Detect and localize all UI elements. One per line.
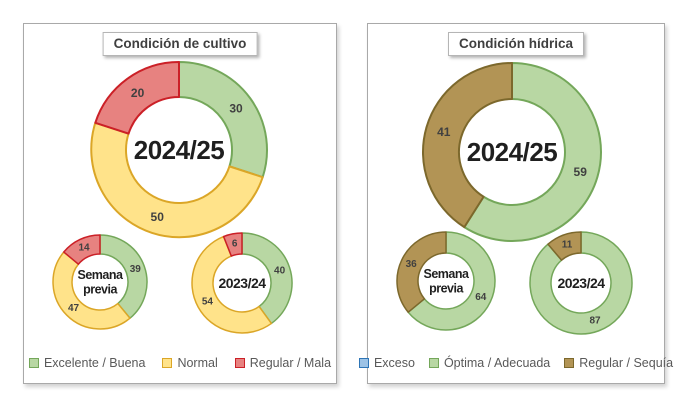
slice-value-label: 14 [78, 243, 90, 254]
donut-slice [422, 62, 513, 229]
legend-item-regular-sequia: Regular / Sequía [564, 356, 673, 370]
water-legend: Exceso Óptima / Adecuada Regular / Sequí… [358, 356, 673, 370]
slice-value-label: 41 [437, 125, 451, 139]
legend-item-excelente-buena: Excelente / Buena [28, 356, 146, 370]
legend-label-excelente-buena: Excelente / Buena [43, 356, 146, 370]
slice-value-label: 59 [574, 165, 588, 179]
legend-label-exceso: Exceso [373, 356, 415, 370]
donut-center-label: 2024/25 [134, 135, 225, 165]
legend-label-optima-adecuada: Óptima / Adecuada [443, 356, 551, 370]
donut-slice [241, 232, 293, 325]
legend-label-normal: Normal [177, 356, 218, 370]
slice-value-label: 87 [589, 316, 601, 327]
panel-water-condition: Condición hídrica 59 41 2024/25 64 36 Semana… [358, 23, 673, 384]
donut-center-label: Semana previa [78, 268, 124, 297]
legend-item-exceso: Exceso [358, 356, 415, 370]
panel-crop-condition: Condición de cultivo 30 50 20 2024/25 39 47 1… [23, 23, 337, 384]
crop-legend: Excelente / Buena Normal Regular / Mala [24, 356, 336, 370]
donut-slice [547, 231, 582, 261]
slice-value-label: 40 [274, 265, 286, 276]
legend-swatch-optima-adecuada [428, 358, 439, 368]
slice-value-label: 30 [229, 102, 243, 116]
donut-center-label: 2023/24 [557, 275, 605, 291]
slice-value-label: 54 [202, 297, 214, 308]
slice-value-label: 50 [151, 210, 165, 224]
legend-swatch-excelente-buena [28, 358, 39, 368]
legend-label-regular-mala: Regular / Mala [249, 356, 332, 370]
legend-swatch-regular-mala [234, 358, 245, 368]
slice-value-label: 36 [406, 259, 418, 270]
donut-center-label: Semana previa [424, 267, 470, 296]
crop-donut-2023-24: 40 54 6 2023/24 [191, 232, 293, 334]
legend-label-regular-sequia: Regular / Sequía [579, 356, 674, 370]
donut-slice [52, 251, 131, 330]
slice-value-label: 20 [131, 86, 145, 100]
slice-value-label: 39 [130, 264, 142, 275]
legend-swatch-regular-sequia [564, 358, 575, 368]
water-chart-title-text: Condición hídrica [458, 36, 574, 51]
legend-item-normal: Normal [162, 356, 218, 370]
donut-slice [94, 61, 180, 135]
donut-slice [222, 232, 243, 257]
crop-chart-title-text: Condición de cultivo [113, 36, 247, 51]
donut-slice [178, 61, 268, 179]
slice-value-label: 64 [475, 292, 487, 303]
crop-donut-2024-25: 30 50 20 2024/25 [90, 61, 268, 239]
donut-slice [99, 234, 148, 319]
crop-donut-semana-previa: 39 47 14 Semana previa [52, 234, 148, 330]
donut-center-label: 2024/25 [467, 137, 558, 167]
donut-center-label: 2023/24 [218, 275, 266, 291]
donut-slice [529, 231, 633, 335]
donut-slice [63, 234, 101, 265]
legend-item-regular-mala: Regular / Mala [234, 356, 332, 370]
donut-slice [396, 231, 447, 313]
slice-value-label: 11 [562, 240, 573, 251]
donut-slice [191, 235, 273, 334]
water-chart-title: Condición hídrica [447, 32, 585, 56]
legend-item-optima-adecuada: Óptima / Adecuada [428, 356, 551, 370]
water-donut-2024-25: 59 41 2024/25 [422, 62, 602, 242]
legend-swatch-normal [162, 358, 173, 368]
slice-value-label: 6 [232, 239, 238, 250]
water-donut-2023-24: 87 11 2023/24 [529, 231, 633, 335]
water-donut-semana-previa: 64 36 Semana previa [396, 231, 496, 331]
donut-slice [407, 231, 496, 331]
crop-chart-title: Condición de cultivo [102, 32, 258, 56]
donut-slice [90, 121, 264, 239]
slice-value-label: 47 [68, 303, 80, 314]
legend-swatch-exceso [358, 358, 369, 368]
donut-slice [463, 62, 602, 242]
